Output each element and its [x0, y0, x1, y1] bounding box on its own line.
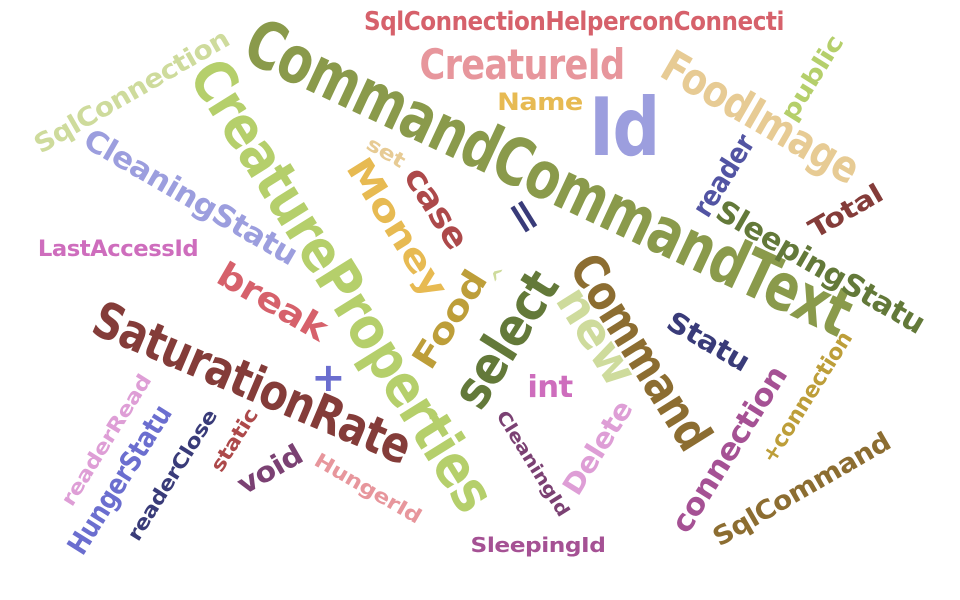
word-sqlconnectionhelper: SqlConnectionHelperconConnecti — [364, 7, 784, 37]
word-void: void — [231, 437, 309, 502]
word-public: public — [774, 30, 850, 126]
word-id: Id — [589, 81, 660, 174]
word-sleepingid: SleepingId — [470, 533, 606, 557]
word-int: int — [527, 370, 573, 405]
word-cleaningid: CleaningId — [491, 407, 574, 521]
word-total: Total — [803, 178, 889, 246]
word-creatureid: CreatureId — [419, 40, 626, 89]
word-lastaccessid: LastAccessId — [37, 237, 199, 262]
word-plus: + — [311, 355, 346, 401]
word-delete: Delete — [555, 394, 640, 501]
word-name: Name — [497, 88, 583, 116]
